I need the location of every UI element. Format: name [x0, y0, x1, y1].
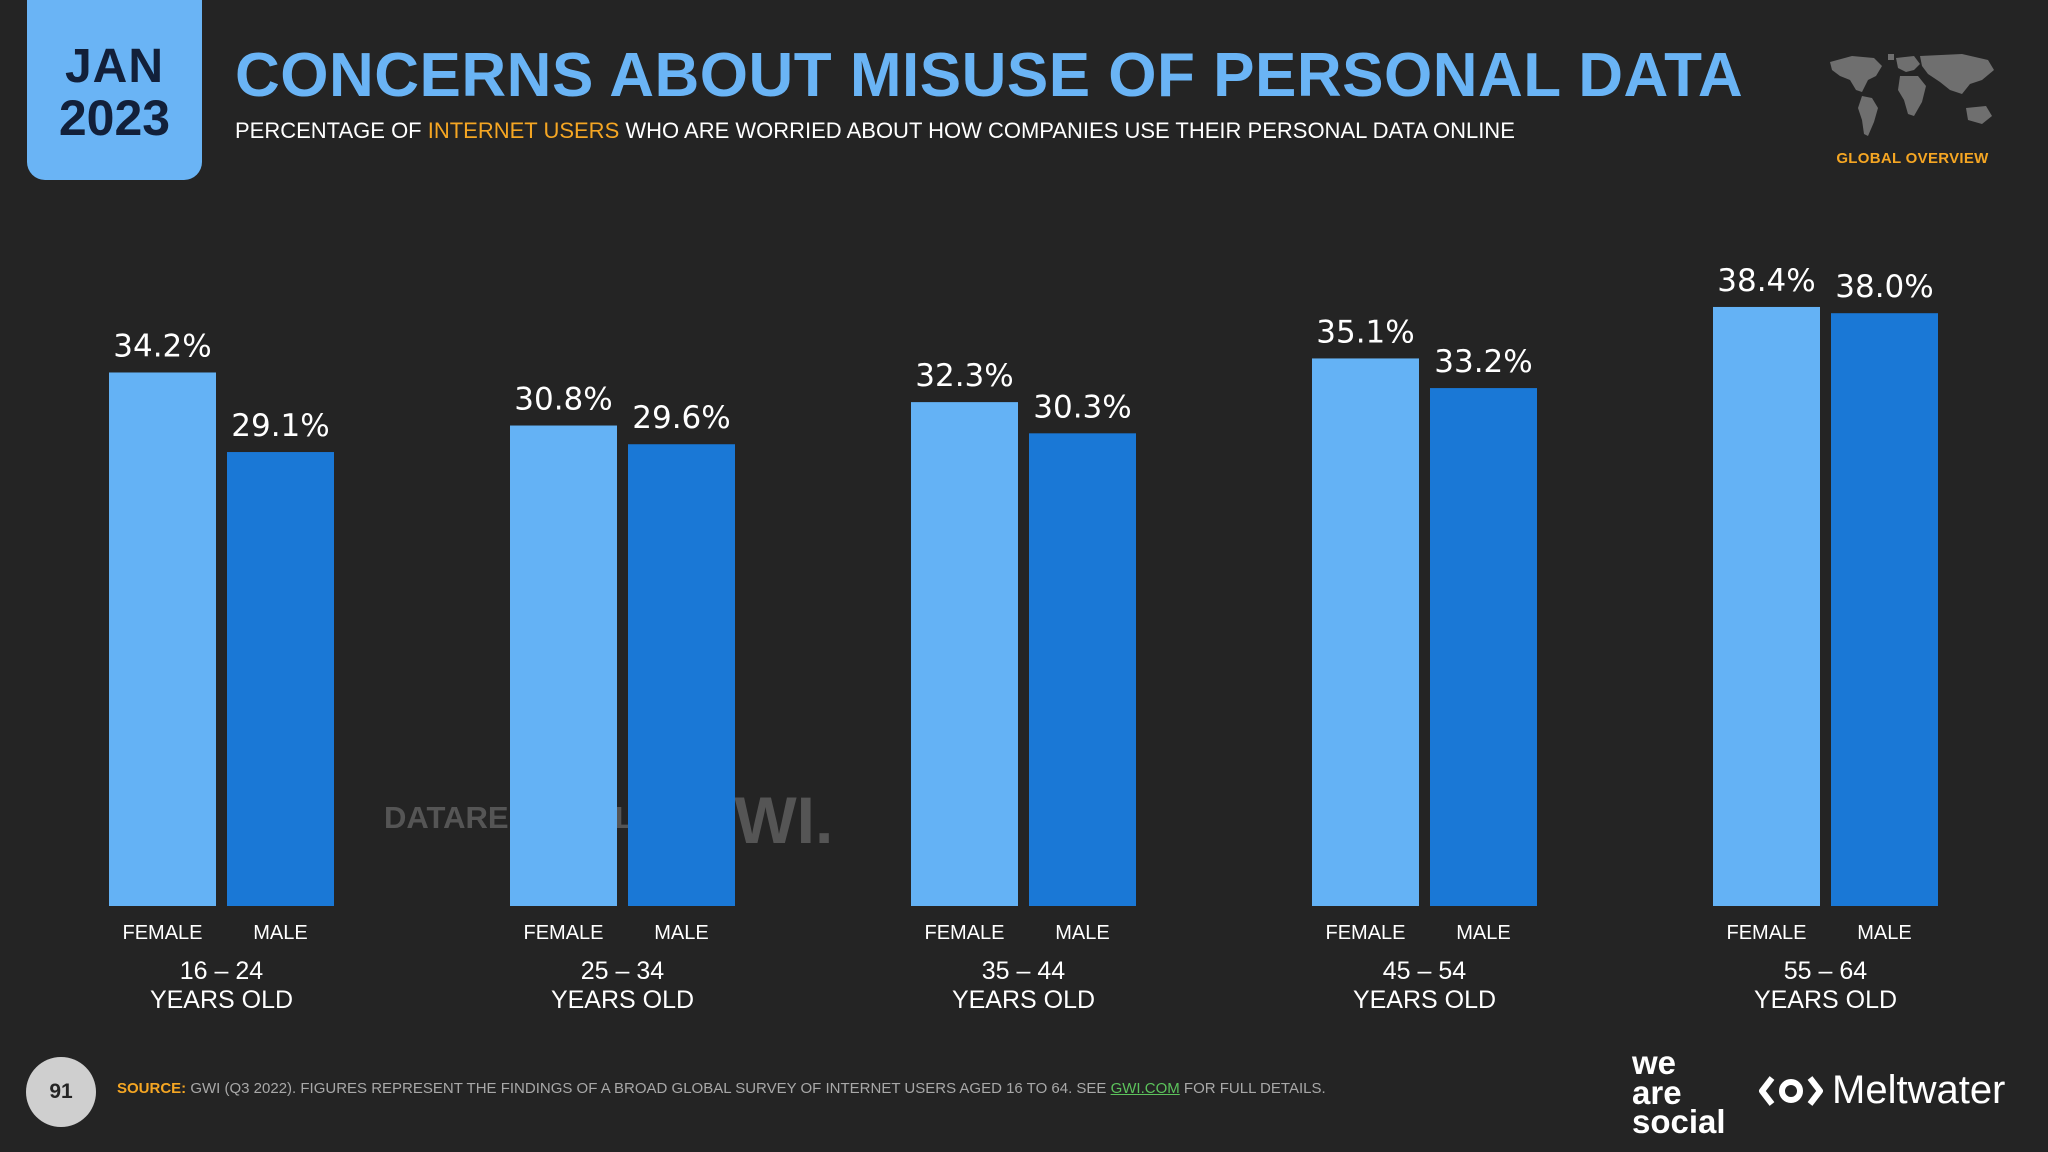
series-label-female-3: FEMALE: [1325, 922, 1405, 944]
subtitle-highlight: INTERNET USERS: [427, 118, 620, 143]
bar-female-4: [1713, 306, 1820, 907]
section-label: GLOBAL OVERVIEW: [1836, 150, 1989, 167]
category-label-4: 55 – 64: [1784, 957, 1868, 985]
category-sublabel-0: YEARS OLD: [150, 986, 293, 1014]
category-label-3: 45 – 54: [1383, 957, 1467, 985]
category-label-1: 25 – 34: [581, 957, 665, 985]
bar-female-0: [109, 372, 216, 907]
series-label-male-3: MALE: [1456, 922, 1510, 944]
bar-male-2: [1029, 433, 1136, 906]
data-label-male-0: 29.1%: [231, 408, 329, 444]
bar-male-1: [628, 444, 735, 906]
data-label-male-2: 30.3%: [1033, 389, 1131, 425]
source-note: SOURCE: GWI (Q3 2022). FIGURES REPRESENT…: [117, 1080, 1326, 1097]
data-label-male-1: 29.6%: [632, 400, 730, 436]
series-label-female-0: FEMALE: [122, 922, 202, 944]
category-sublabel-3: YEARS OLD: [1353, 986, 1496, 1014]
meltwater-icon: [1759, 1075, 1823, 1106]
bar-female-3: [1312, 358, 1419, 906]
bar-male-0: [227, 452, 334, 906]
date-year: 2023: [58, 90, 171, 146]
category-sublabel-2: YEARS OLD: [952, 986, 1095, 1014]
meltwater-wordmark: Meltwater: [1832, 1068, 2006, 1112]
series-label-male-4: MALE: [1857, 922, 1911, 944]
category-sublabel-4: YEARS OLD: [1754, 986, 1897, 1014]
source-label: SOURCE:: [117, 1080, 187, 1097]
we-are-social-logo: we are social: [1632, 1044, 1726, 1141]
series-label-female-2: FEMALE: [924, 922, 1004, 944]
source-link[interactable]: GWI.COM: [1110, 1080, 1180, 1097]
series-label-female-1: FEMALE: [523, 922, 603, 944]
bar-female-2: [911, 402, 1018, 906]
source-after: FOR FULL DETAILS.: [1179, 1080, 1326, 1097]
we-are-social-line1: we: [1632, 1044, 1677, 1081]
category-label-2: 35 – 44: [982, 957, 1066, 985]
meltwater-logo: Meltwater: [1758, 1068, 2005, 1113]
we-are-social-line2: are: [1632, 1073, 1682, 1111]
series-label-male-1: MALE: [654, 922, 708, 944]
series-label-male-2: MALE: [1055, 922, 1109, 944]
date-month: JAN: [64, 40, 165, 93]
category-sublabel-1: YEARS OLD: [551, 986, 694, 1014]
page-number: 91: [26, 1057, 96, 1127]
data-label-female-0: 34.2%: [113, 328, 211, 364]
category-label-0: 16 – 24: [180, 957, 264, 985]
data-label-female-3: 35.1%: [1316, 314, 1414, 350]
we-are-social-line3: social: [1632, 1103, 1726, 1141]
series-label-female-4: FEMALE: [1726, 922, 1806, 944]
source-text: GWI (Q3 2022). FIGURES REPRESENT THE FIN…: [190, 1080, 1111, 1097]
data-label-female-4: 38.4%: [1717, 263, 1815, 299]
data-label-female-1: 30.8%: [514, 382, 612, 418]
date-badge: JAN 2023: [27, 0, 202, 180]
subtitle-post: WHO ARE WORRIED ABOUT HOW COMPANIES USE …: [619, 118, 1515, 143]
page-subtitle: PERCENTAGE OF INTERNET USERS WHO ARE WOR…: [235, 118, 1515, 144]
bar-male-3: [1430, 388, 1537, 907]
bar-female-1: [510, 425, 617, 906]
series-label-male-0: MALE: [253, 922, 307, 944]
data-label-male-3: 33.2%: [1434, 344, 1532, 380]
subtitle-pre: PERCENTAGE OF: [235, 118, 428, 143]
bar-male-4: [1831, 313, 1938, 906]
data-label-female-2: 32.3%: [915, 358, 1013, 394]
page-title: CONCERNS ABOUT MISUSE OF PERSONAL DATA: [235, 41, 1744, 110]
data-label-male-4: 38.0%: [1835, 269, 1933, 305]
world-map-icon: [1830, 54, 1994, 136]
